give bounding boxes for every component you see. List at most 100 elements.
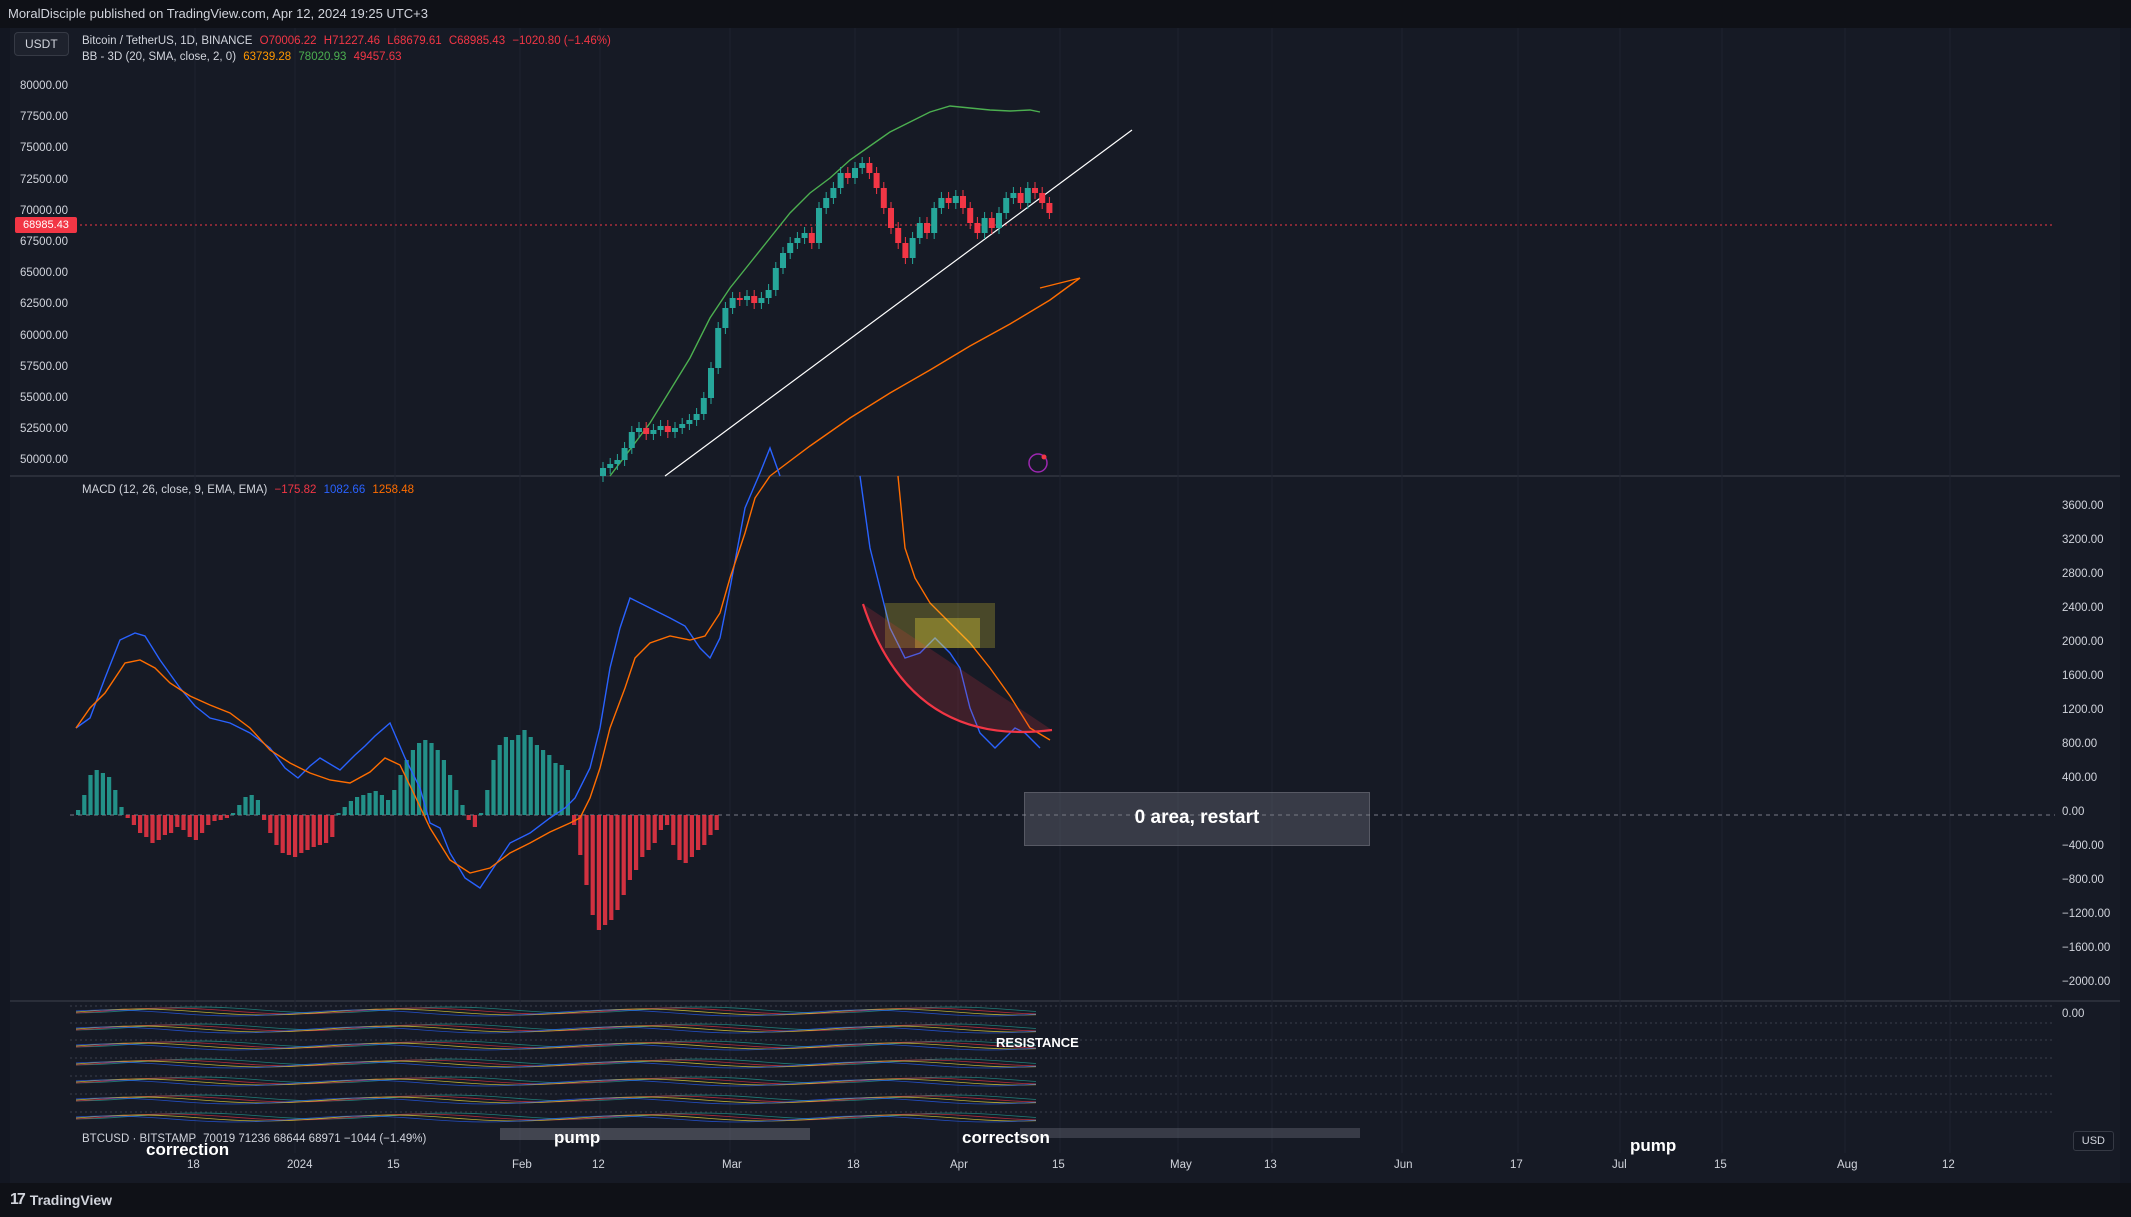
histogram-bar xyxy=(491,760,496,815)
candle-body xyxy=(967,208,974,223)
btcusd-legend[interactable]: BTCUSD · BITSTAMP 70019 71236 68644 6897… xyxy=(82,1133,426,1145)
histogram-bar xyxy=(175,815,180,827)
macd-axis-label: 800.00 xyxy=(2062,738,2098,750)
macd-axis-label: −800.00 xyxy=(2062,874,2104,886)
ohlc-close: C68985.43 xyxy=(448,35,506,47)
histogram-bar xyxy=(677,815,682,860)
histogram-bar xyxy=(460,805,465,815)
histogram-bar xyxy=(696,815,701,850)
histogram-bar xyxy=(212,815,217,821)
ohlc-low: L68679.61 xyxy=(387,35,442,47)
time-axis-label: 18 xyxy=(187,1159,200,1171)
highlight-box-inner xyxy=(915,618,980,648)
chart-drawing[interactable] xyxy=(10,28,2120,1183)
histogram-bar xyxy=(708,815,713,835)
histogram-bar xyxy=(578,815,583,855)
candle-body xyxy=(931,208,938,233)
candle-body xyxy=(664,426,671,432)
candle-body xyxy=(830,188,837,198)
candle-body xyxy=(729,298,736,308)
candle-body xyxy=(686,420,693,424)
candle-body xyxy=(621,448,628,460)
time-axis-label: 15 xyxy=(1052,1159,1065,1171)
histogram-bar xyxy=(330,815,335,837)
candle-body xyxy=(736,298,743,300)
resistance-label: RESISTANCE xyxy=(996,1035,1079,1050)
candle-body xyxy=(952,196,959,203)
candle-body xyxy=(614,460,621,464)
histogram-bar xyxy=(299,815,304,853)
histogram-bar xyxy=(348,801,353,815)
histogram-bar xyxy=(454,790,459,815)
grid-lines xyxy=(194,28,1951,1153)
mini-indicator-line xyxy=(75,1096,1037,1104)
bb-basis-value: 63739.28 xyxy=(243,51,292,63)
correction-label-2: correctson xyxy=(962,1128,1050,1147)
candle-body xyxy=(823,198,830,208)
candle-body xyxy=(758,298,765,303)
price-axis-label: 75000.00 xyxy=(20,142,68,155)
histogram-bar xyxy=(243,797,248,815)
currency-button[interactable]: USD xyxy=(2072,1131,2114,1151)
price-axis-label: 52500.00 xyxy=(20,423,68,436)
candle-body xyxy=(895,228,902,243)
histogram-bar xyxy=(206,815,211,825)
chart-area[interactable]: USDT Bitcoin / TetherUS, 1D, BINANCE O70… xyxy=(10,28,2120,1183)
trendline xyxy=(664,129,1133,477)
histogram-bar xyxy=(268,815,273,833)
histogram-bar xyxy=(671,815,676,845)
tradingview-logo[interactable]: 17 TradingView xyxy=(10,1183,112,1217)
macd-axis-label: 2800.00 xyxy=(2062,568,2104,580)
histogram-bar xyxy=(107,777,112,815)
time-axis-label: 15 xyxy=(387,1159,400,1171)
histogram-bar xyxy=(398,775,403,815)
signal-line-2 xyxy=(897,475,1051,741)
histogram-bar xyxy=(423,740,428,815)
histogram-bar xyxy=(429,743,434,815)
macd-axis-label: −1200.00 xyxy=(2062,908,2111,920)
symbol-legend[interactable]: Bitcoin / TetherUS, 1D, BINANCE O70006.2… xyxy=(82,35,611,47)
price-axis-label: 70000.00 xyxy=(20,204,68,217)
time-axis-label: 13 xyxy=(1264,1159,1277,1171)
macd-axis-label: 3600.00 xyxy=(2062,500,2104,512)
histogram-bar xyxy=(100,773,105,815)
correction-label: correction xyxy=(146,1140,230,1159)
histogram-bar xyxy=(200,815,205,833)
histogram-bar xyxy=(131,815,136,825)
mini-indicator-line xyxy=(75,1061,1037,1069)
zero-area-annotation[interactable]: 0 area, restart xyxy=(1024,792,1370,846)
candle-body xyxy=(981,218,988,233)
candle-body xyxy=(657,426,664,430)
time-axis-label: 12 xyxy=(592,1159,605,1171)
bb-legend[interactable]: BB - 3D (20, SMA, close, 2, 0) 63739.28 … xyxy=(82,51,402,63)
macd-legend[interactable]: MACD (12, 26, close, 9, EMA, EMA) −175.8… xyxy=(82,484,414,496)
histogram-bar xyxy=(113,790,118,815)
candle-body xyxy=(1010,193,1017,198)
mini-indicator-line xyxy=(75,1114,1037,1122)
histogram-bar xyxy=(621,815,626,895)
macd-axis-label: 2400.00 xyxy=(2062,602,2104,614)
time-axis-label: Feb xyxy=(512,1159,532,1171)
histogram-bar xyxy=(572,815,577,825)
candle-body xyxy=(909,238,916,258)
currency-pill[interactable]: USDT xyxy=(14,32,69,56)
histogram-bar xyxy=(497,745,502,815)
histogram-bar xyxy=(162,815,167,835)
mini-indicator-line xyxy=(75,1078,1037,1086)
histogram-bar xyxy=(665,815,670,825)
candle-body xyxy=(794,238,801,243)
histogram-bar xyxy=(714,815,719,830)
correction-arc xyxy=(861,603,1053,734)
ohlc-high: H71227.46 xyxy=(323,35,381,47)
candle-body xyxy=(866,163,873,173)
correction-band xyxy=(1020,1128,1360,1138)
candle-body xyxy=(988,218,995,228)
macd-axis-label: 2000.00 xyxy=(2062,636,2104,648)
histogram-bar xyxy=(466,815,471,820)
candle-body xyxy=(996,213,1002,228)
macd-axis-label: 3200.00 xyxy=(2062,534,2104,546)
histogram-bar xyxy=(634,815,639,870)
histogram-bar xyxy=(689,815,694,857)
time-axis-label: 15 xyxy=(1714,1159,1727,1171)
histogram-bar xyxy=(410,750,415,815)
